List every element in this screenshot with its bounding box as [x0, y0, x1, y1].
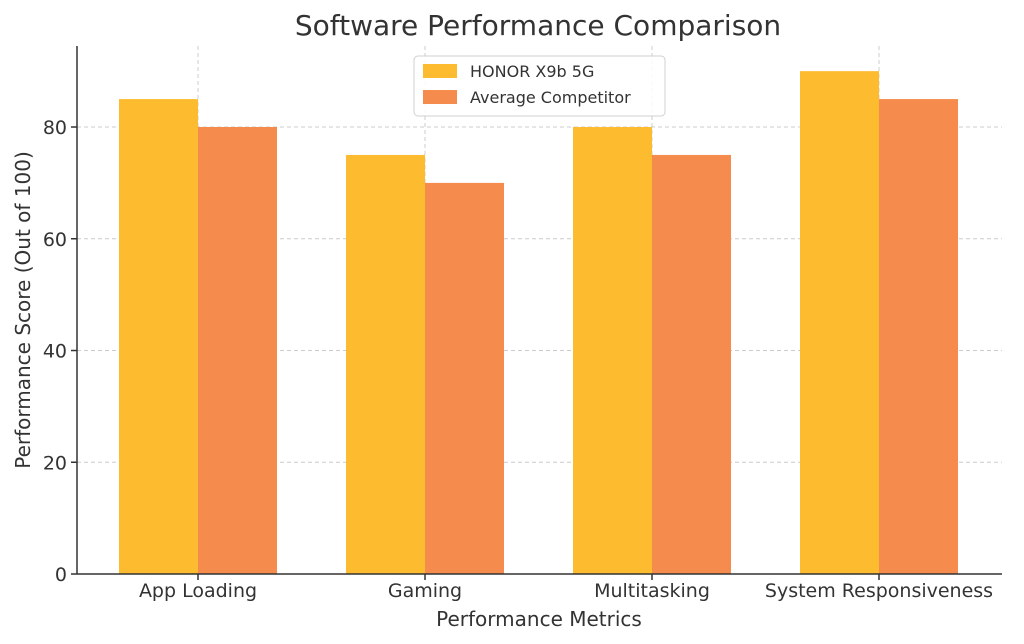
x-ticks: App Loading Gaming Multitasking System Resp…: [139, 574, 993, 602]
bars: [119, 71, 958, 575]
y-tick-label: 60: [43, 229, 67, 251]
bar-honor: [346, 154, 425, 574]
x-axis-label: Performance Metrics: [436, 607, 642, 631]
axes: [76, 46, 1002, 575]
bar-competitor: [879, 99, 958, 574]
legend: HONOR X9b 5G Average Competitor: [413, 55, 666, 117]
bar-honor: [119, 99, 198, 574]
y-tick-label: 40: [43, 341, 67, 363]
y-ticks: 0 20 40 60 80: [43, 117, 77, 586]
legend-box: [413, 55, 666, 117]
legend-label: Average Competitor: [470, 88, 631, 107]
chart-title: Software Performance Comparison: [295, 9, 781, 42]
x-tick-label: System Responsiveness: [765, 580, 993, 602]
bar-honor: [573, 127, 652, 575]
x-tick-label: Multitasking: [594, 580, 710, 602]
x-tick-label: Gaming: [388, 580, 462, 602]
x-tick-label: App Loading: [139, 580, 257, 602]
bar-competitor: [198, 127, 277, 575]
legend-swatch: [423, 90, 457, 104]
bar-honor: [800, 71, 879, 575]
bar-competitor: [652, 154, 731, 574]
y-tick-label: 0: [55, 564, 67, 586]
y-axis-label: Performance Score (Out of 100): [11, 151, 35, 469]
legend-label: HONOR X9b 5G: [470, 62, 594, 81]
legend-swatch: [423, 64, 457, 78]
y-tick-label: 80: [43, 117, 67, 139]
y-tick-label: 20: [43, 452, 67, 474]
bar-competitor: [425, 182, 504, 574]
